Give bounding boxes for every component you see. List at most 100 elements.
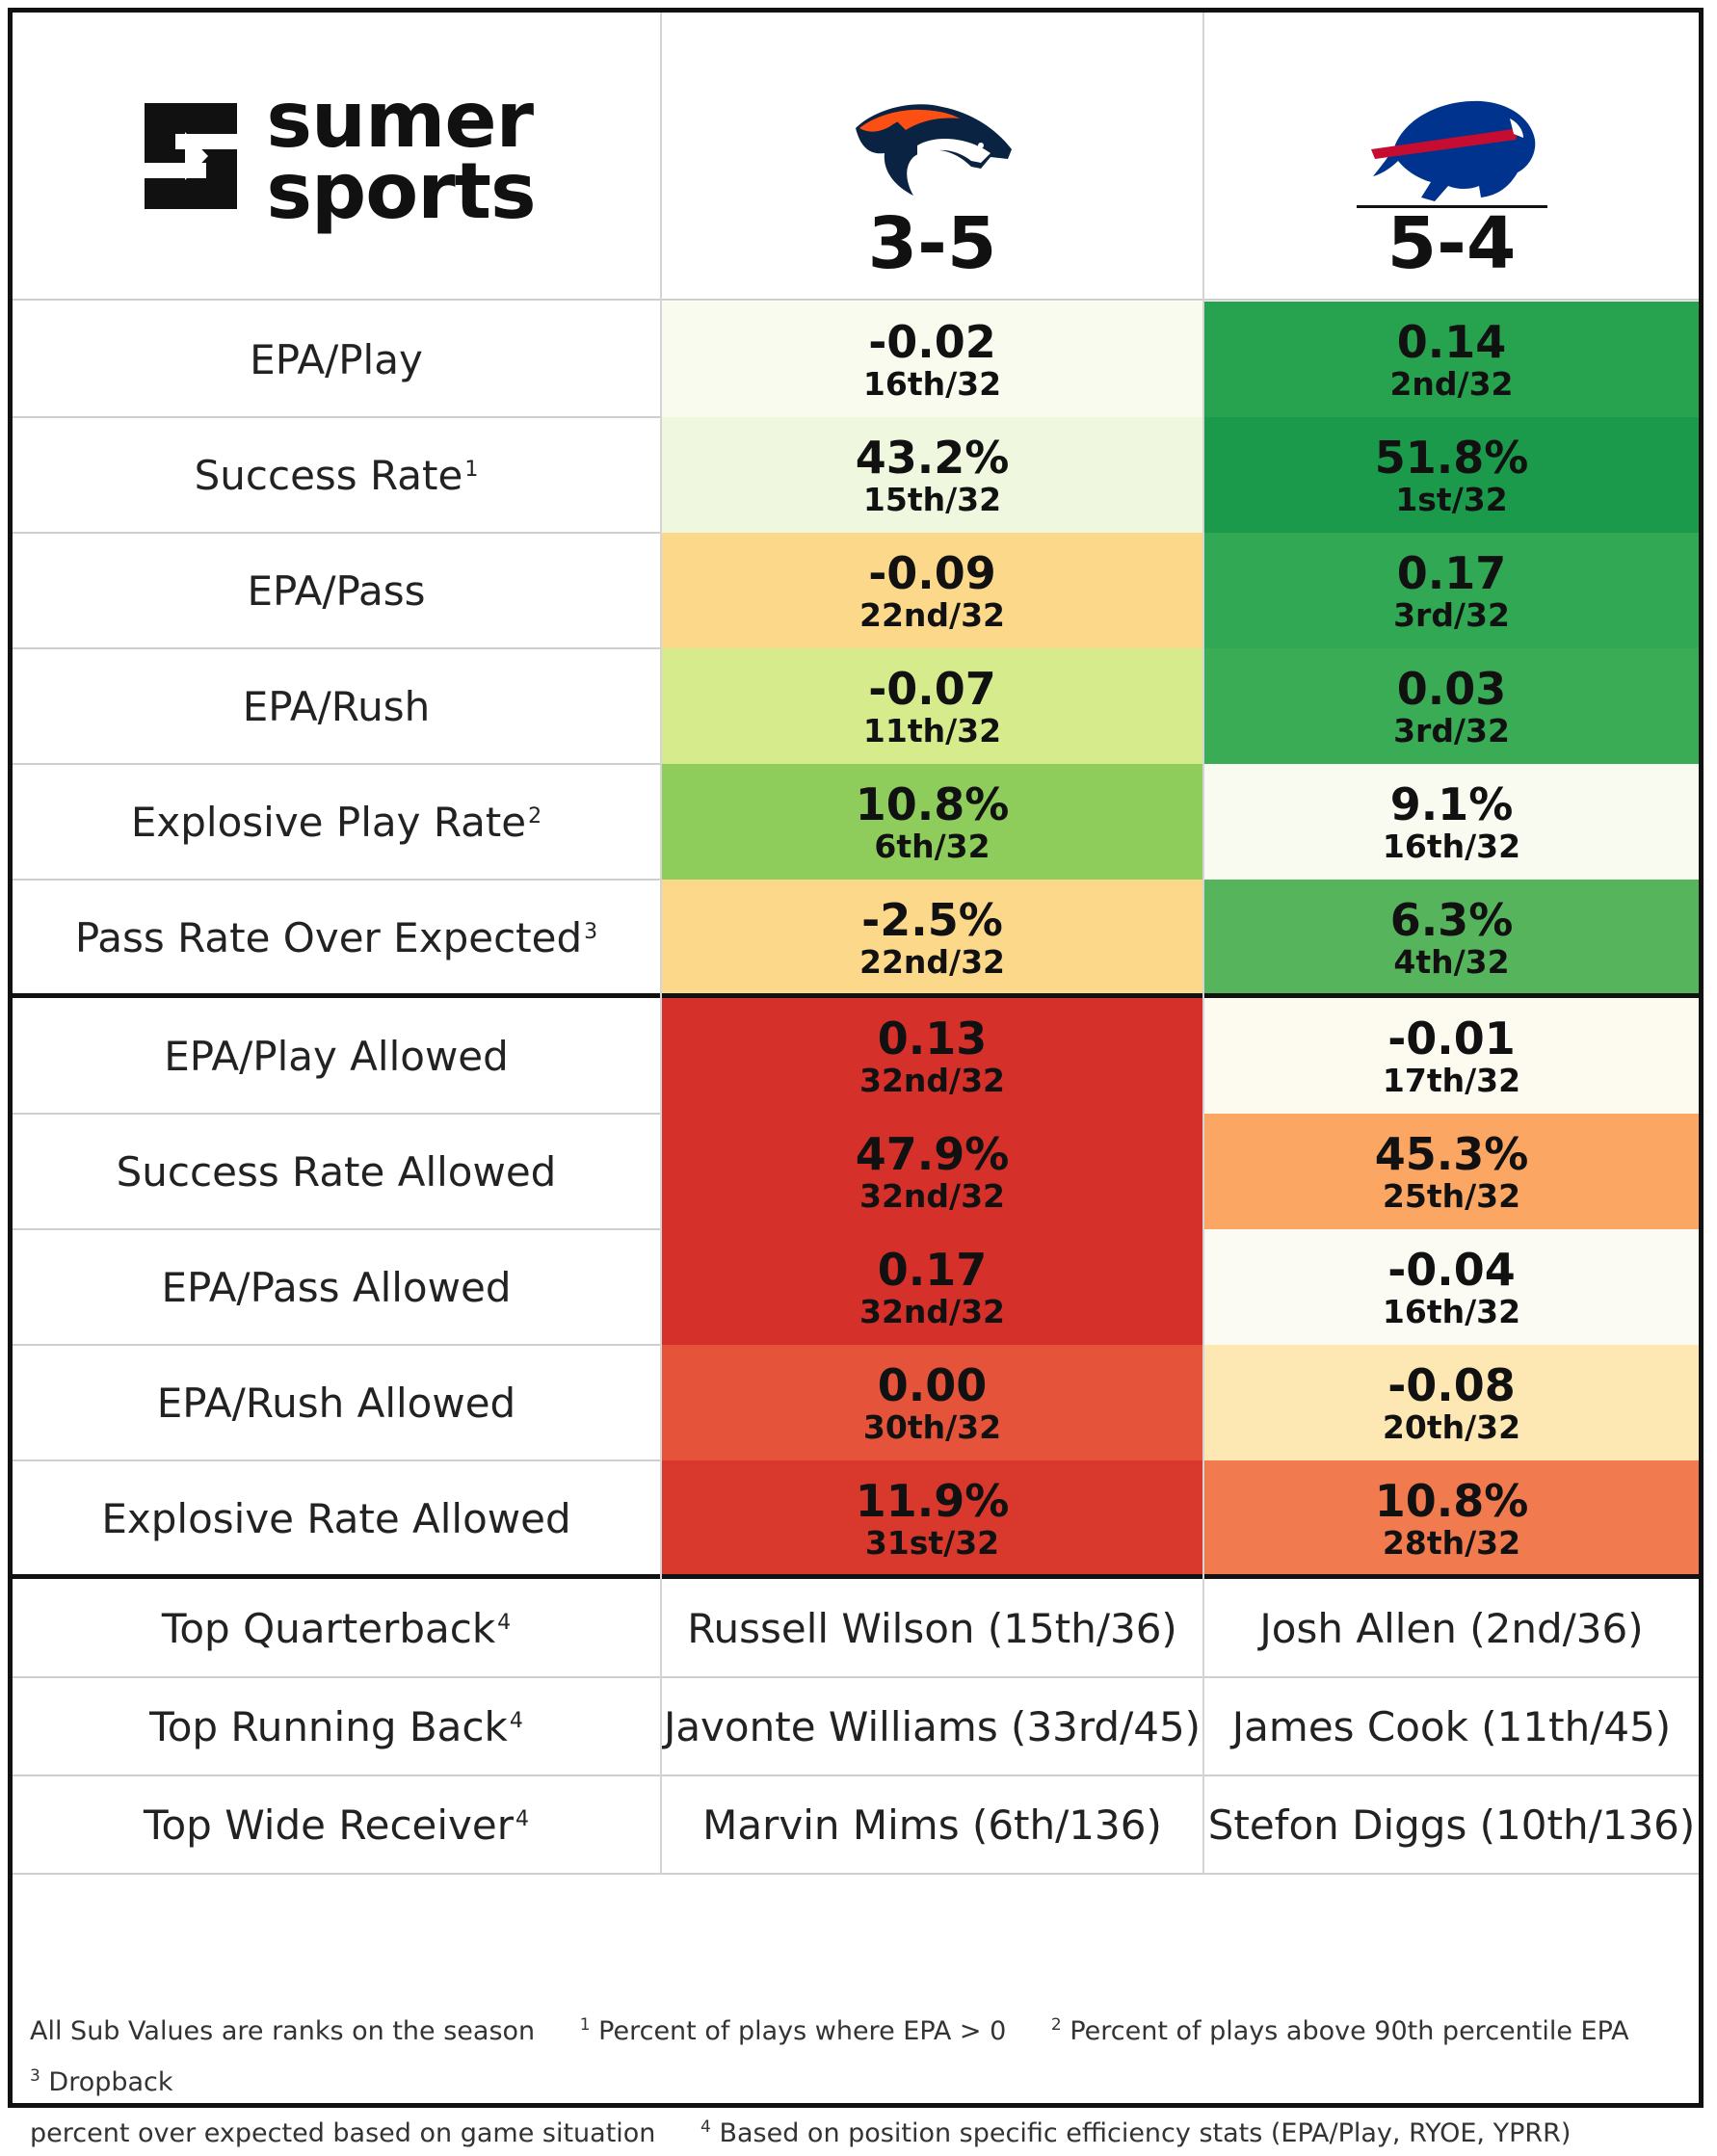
stat-value: -0.09 <box>868 546 996 599</box>
player-cell: Marvin Mims (6th/136) <box>702 1801 1162 1849</box>
defense-label-0: EPA/Play Allowed <box>13 998 660 1114</box>
row-label: Success Rate <box>194 451 463 499</box>
defense-label-3: EPA/Rush Allowed <box>13 1345 660 1460</box>
stat-rank: 28th/32 <box>1382 1523 1521 1562</box>
offense-value-cell: 10.8% 6th/32 <box>662 764 1202 880</box>
stat-rank: 3rd/32 <box>1393 711 1510 749</box>
defense-value-cell: -0.08 20th/32 <box>1204 1345 1699 1460</box>
stat-rank: 17th/32 <box>1382 1061 1521 1099</box>
player-cell: Stefon Diggs (10th/136) <box>1207 1801 1696 1849</box>
defense-value-cell: -0.04 16th/32 <box>1204 1229 1699 1345</box>
defense-value-cell: 47.9% 32nd/32 <box>662 1114 1202 1229</box>
offense-value-cell: 43.2% 15th/32 <box>662 417 1202 533</box>
row-divider <box>13 647 660 649</box>
offense-value-cell: 0.17 3rd/32 <box>1204 533 1699 648</box>
stat-rank: 16th/32 <box>1382 827 1521 865</box>
defense-value-cell: 11.9% 31st/32 <box>662 1460 1202 1576</box>
column-divider <box>660 13 662 1874</box>
player-label-1: Top Running Back 4 <box>13 1677 660 1775</box>
sumer-sports-mark-icon <box>145 102 238 209</box>
offense-value-cell: 0.14 2nd/32 <box>1204 302 1699 417</box>
stat-value: 6.3% <box>1389 893 1514 946</box>
row-label: EPA/Rush Allowed <box>156 1379 516 1427</box>
defense-value-cell: 10.8% 28th/32 <box>1204 1460 1699 1576</box>
brand-logo: sumer sports <box>13 13 660 299</box>
broncos-record: 3-5 <box>867 202 997 285</box>
row-label: EPA/Pass Allowed <box>161 1263 512 1311</box>
stat-value: 11.9% <box>855 1474 1010 1527</box>
offense-value-cell: 51.8% 1st/32 <box>1204 417 1699 533</box>
stat-value: 0.13 <box>877 1012 988 1065</box>
stat-rank: 16th/32 <box>862 364 1002 403</box>
offense-value-cell: -2.5% 22nd/32 <box>662 880 1202 995</box>
offense-value-cell: 6.3% 4th/32 <box>1204 880 1699 995</box>
stat-value: 0.03 <box>1396 662 1507 715</box>
row-label: Success Rate Allowed <box>116 1147 557 1196</box>
footnote-1: Percent of plays where EPA > 0 <box>598 2016 1007 2046</box>
team-header-broncos: 3-5 <box>662 13 1202 497</box>
stat-value: -0.07 <box>868 662 996 715</box>
row-label: EPA/Rush <box>242 682 431 730</box>
row-divider <box>13 416 660 418</box>
footnote-3b: percent over expected based on game situ… <box>30 2118 656 2148</box>
section-divider <box>13 1574 1699 1579</box>
row-label: Explosive Rate Allowed <box>101 1494 571 1542</box>
row-divider <box>13 763 660 765</box>
stat-rank: 2nd/32 <box>1389 364 1514 403</box>
defense-value-cell: 0.13 32nd/32 <box>662 998 1202 1114</box>
stat-value: 47.9% <box>855 1127 1010 1180</box>
stat-rank: 20th/32 <box>1382 1407 1521 1446</box>
row-label: Pass Rate Over Expected <box>74 913 583 961</box>
section-divider <box>13 993 1699 998</box>
stat-value: 0.14 <box>1396 315 1507 368</box>
footnote-ref: 1 <box>464 457 479 482</box>
stat-value: -0.02 <box>868 315 996 368</box>
stat-value: 10.8% <box>855 777 1010 830</box>
footnote-4: Based on position specific efficiency st… <box>719 2118 1572 2148</box>
row-divider <box>13 1676 1699 1678</box>
player-label-2: Top Wide Receiver 4 <box>13 1775 660 1874</box>
footnote-ref: 2 <box>528 803 542 828</box>
row-label: EPA/Play Allowed <box>164 1032 509 1080</box>
offense-value-cell: -0.07 11th/32 <box>662 648 1202 764</box>
stat-value: 10.8% <box>1374 1474 1529 1527</box>
footnotes: All Sub Values are ranks on the season 1… <box>30 2015 1629 2148</box>
bills-record-rule <box>1356 205 1547 208</box>
bills-record: 5-4 <box>1387 202 1517 285</box>
defense-value-cell: 0.17 32nd/32 <box>662 1229 1202 1345</box>
footnote-ref: 4 <box>515 1806 530 1831</box>
footnote-0: All Sub Values are ranks on the season <box>30 2016 536 2046</box>
row-divider <box>13 1459 660 1461</box>
player-cell: Javonte Williams (33rd/45) <box>663 1702 1202 1750</box>
player-cell: Russell Wilson (15th/36) <box>687 1604 1177 1652</box>
stat-value: -0.01 <box>1387 1012 1516 1065</box>
row-label: EPA/Play <box>250 335 423 383</box>
broncos-logo-icon <box>855 104 1012 196</box>
row-label: Top Running Back <box>149 1702 508 1750</box>
bills-logo-icon <box>1370 100 1535 201</box>
column-divider <box>1202 13 1204 1874</box>
offense-label-0: EPA/Play <box>13 302 660 417</box>
comparison-table: sumer sports 3-5 5-4 EPA/Play -0.02 16th/3… <box>8 8 1704 2148</box>
footnote-ref: 4 <box>497 1610 512 1635</box>
stat-rank: 31st/32 <box>864 1523 1000 1562</box>
row-divider <box>13 879 660 881</box>
footnote-ref: 4 <box>509 1708 523 1733</box>
offense-value-cell: -0.02 16th/32 <box>662 302 1202 417</box>
row-divider <box>13 1873 1699 1875</box>
row-divider <box>13 1344 660 1346</box>
row-divider <box>13 532 660 534</box>
offense-label-2: EPA/Pass <box>13 533 660 648</box>
offense-label-5: Pass Rate Over Expected 3 <box>13 880 660 995</box>
stat-value: -0.04 <box>1387 1243 1516 1296</box>
stat-rank: 11th/32 <box>862 711 1002 749</box>
stat-value: 43.2% <box>855 431 1010 484</box>
stat-rank: 6th/32 <box>874 827 991 865</box>
row-divider <box>13 1775 1699 1776</box>
row-label: EPA/Pass <box>247 566 426 615</box>
stat-value: 9.1% <box>1389 777 1514 830</box>
stat-value: 0.00 <box>877 1358 988 1411</box>
stat-value: 0.17 <box>877 1243 988 1296</box>
stat-value: 51.8% <box>1374 431 1529 484</box>
stat-value: -2.5% <box>861 893 1003 946</box>
